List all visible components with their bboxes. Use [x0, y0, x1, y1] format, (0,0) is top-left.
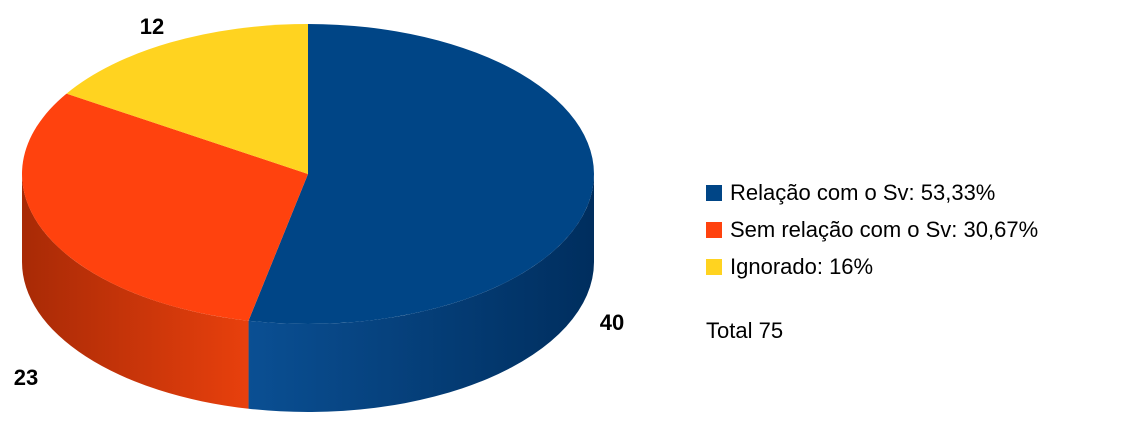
- pie-slice-side: [248, 174, 594, 413]
- pie-slice: [66, 24, 308, 174]
- chart-legend: Relação com o Sv: 53,33% Sem relação com…: [706, 174, 1038, 285]
- pie-slice-side: [22, 174, 249, 409]
- legend-label: Relação com o Sv: 53,33%: [730, 179, 996, 205]
- legend-swatch: [706, 184, 722, 201]
- legend-label: Ignorado: 16%: [730, 253, 874, 279]
- legend-item: Relação com o Sv: 53,33%: [706, 174, 1038, 211]
- data-label: 40: [600, 310, 624, 335]
- legend-item: Sem relação com o Sv: 30,67%: [706, 211, 1038, 248]
- pie-chart: 40 23 12: [14, 14, 624, 413]
- legend-swatch: [706, 258, 722, 275]
- legend-label: Sem relação com o Sv: 30,67%: [730, 216, 1039, 242]
- pie-slice: [248, 24, 594, 325]
- legend-swatch: [706, 221, 722, 238]
- data-label: 23: [14, 365, 38, 390]
- total-label: Total 75: [706, 318, 784, 343]
- pie-slice: [22, 93, 308, 321]
- data-label: 12: [140, 14, 164, 39]
- legend-item: Ignorado: 16%: [706, 248, 1038, 285]
